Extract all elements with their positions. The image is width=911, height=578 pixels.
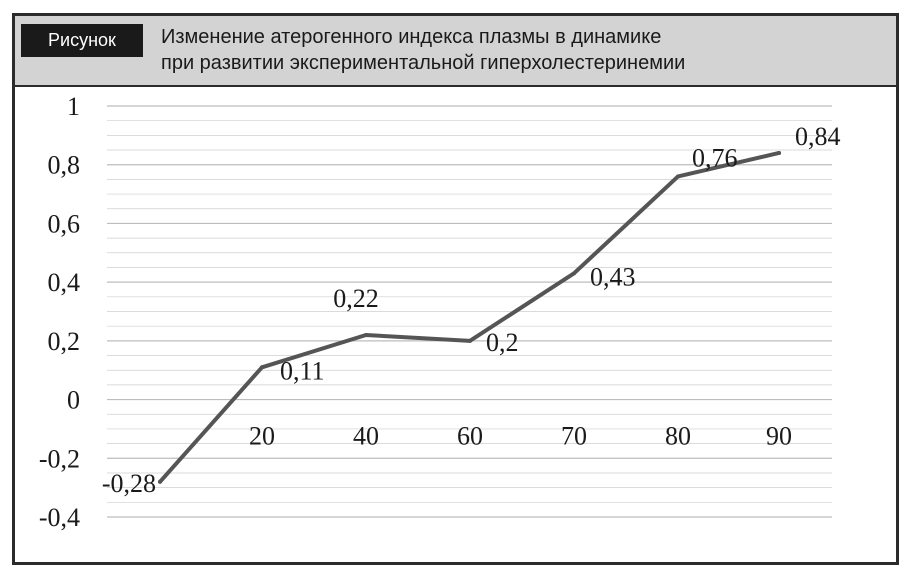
- figure-title: Изменение атерогенного индекса плазмы в …: [161, 24, 685, 76]
- y-tick-label: -0,4: [39, 503, 80, 532]
- y-tick-label: 1: [67, 92, 80, 121]
- x-axis-ticks: 20 40 60 70 80 90: [249, 422, 792, 451]
- y-tick-label: 0,8: [48, 151, 81, 180]
- data-label: 0,43: [590, 262, 636, 291]
- y-tick-label: 0,4: [48, 268, 81, 297]
- data-point: [777, 150, 781, 155]
- data-label: 0,84: [795, 122, 841, 151]
- data-label: 0,76: [692, 143, 738, 172]
- data-point: [158, 479, 162, 484]
- y-tick-label: 0: [67, 386, 80, 415]
- y-tick-label: -0,2: [39, 444, 80, 473]
- data-label: -0,28: [102, 469, 156, 498]
- y-tick-label: 0,6: [48, 209, 81, 238]
- data-label: 0,22: [333, 284, 379, 313]
- data-points: [158, 150, 781, 484]
- x-tick-label: 90: [766, 422, 792, 451]
- x-tick-label: 80: [665, 422, 691, 451]
- x-tick-label: 40: [353, 422, 379, 451]
- data-label: 0,2: [486, 328, 519, 357]
- data-point: [572, 271, 576, 276]
- x-tick-label: 70: [561, 422, 587, 451]
- gridlines: [107, 105, 832, 518]
- y-axis-ticks: -0,4 -0,2 0 0,2 0,4 0,6 0,8 1: [39, 92, 80, 532]
- figure-title-line-2: при развитии экспериментальной гиперхоле…: [161, 52, 686, 74]
- figure-header: Рисунок Изменение атерогенного индекса п…: [15, 16, 896, 87]
- x-tick-label: 60: [457, 422, 483, 451]
- figure-title-line-1: Изменение атерогенного индекса плазмы в …: [161, 26, 662, 48]
- data-point: [676, 174, 680, 179]
- y-tick-label: 0,2: [48, 327, 81, 356]
- x-tick-label: 20: [249, 422, 275, 451]
- data-point: [364, 332, 368, 337]
- data-labels: -0,28 0,11 0,22 0,2 0,43 0,76 0,84: [102, 122, 841, 498]
- data-point: [260, 365, 264, 370]
- data-label: 0,11: [280, 356, 325, 385]
- figure-badge: Рисунок: [21, 24, 143, 57]
- data-point: [468, 338, 472, 343]
